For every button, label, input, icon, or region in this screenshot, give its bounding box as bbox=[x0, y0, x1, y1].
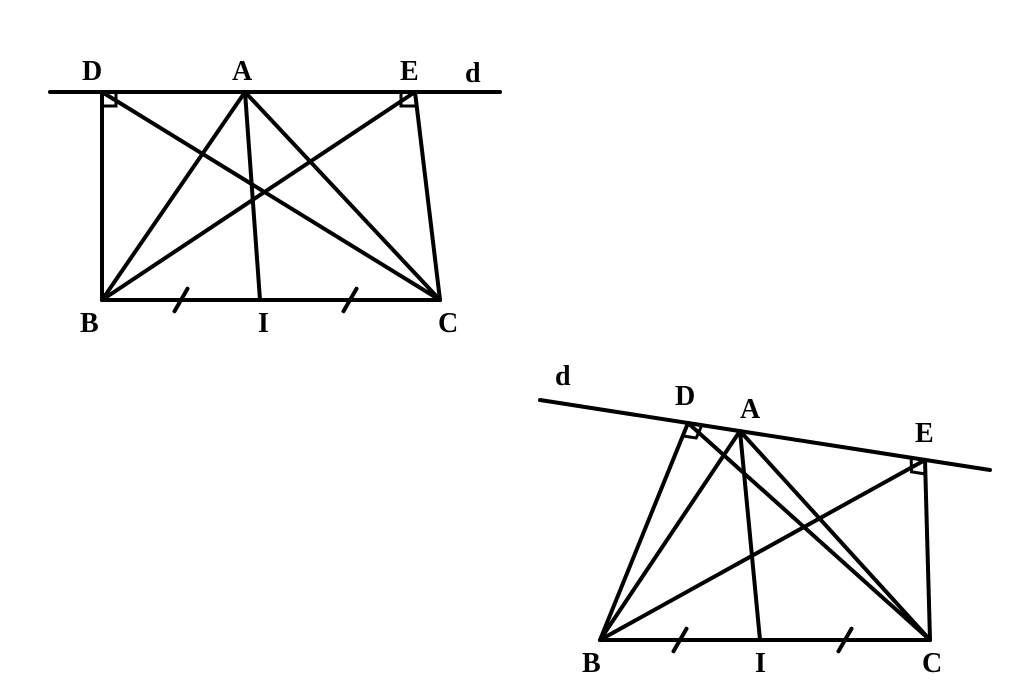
fig1-label-d: d bbox=[465, 58, 481, 89]
fig2-seg-BE bbox=[600, 460, 925, 640]
fig1-seg-CD bbox=[102, 92, 440, 300]
fig1-label-A: A bbox=[232, 56, 253, 87]
fig1-label-B: B bbox=[80, 308, 99, 339]
fig2-label-B: B bbox=[582, 648, 601, 679]
fig1-seg-EC bbox=[415, 92, 440, 300]
fig1-label-I: I bbox=[258, 308, 269, 339]
fig1-label-C: C bbox=[438, 308, 458, 339]
fig2-label-I: I bbox=[755, 648, 766, 679]
fig2-label-C: C bbox=[922, 648, 942, 679]
fig2-seg-AI bbox=[740, 431, 760, 640]
fig1-label-D: D bbox=[82, 56, 102, 87]
fig2-label-A: A bbox=[740, 394, 761, 425]
fig2-seg-EC bbox=[925, 460, 930, 640]
diagram-canvas: D A Ed B I Cd D A E B I C bbox=[0, 0, 1024, 684]
fig2-label-D: D bbox=[675, 381, 695, 412]
fig2-label-d: d bbox=[555, 361, 571, 392]
fig1-seg-AB bbox=[102, 92, 245, 300]
fig2-label-E: E bbox=[915, 418, 934, 449]
fig2-seg-AC bbox=[740, 431, 930, 640]
fig1-label-E: E bbox=[400, 56, 419, 87]
